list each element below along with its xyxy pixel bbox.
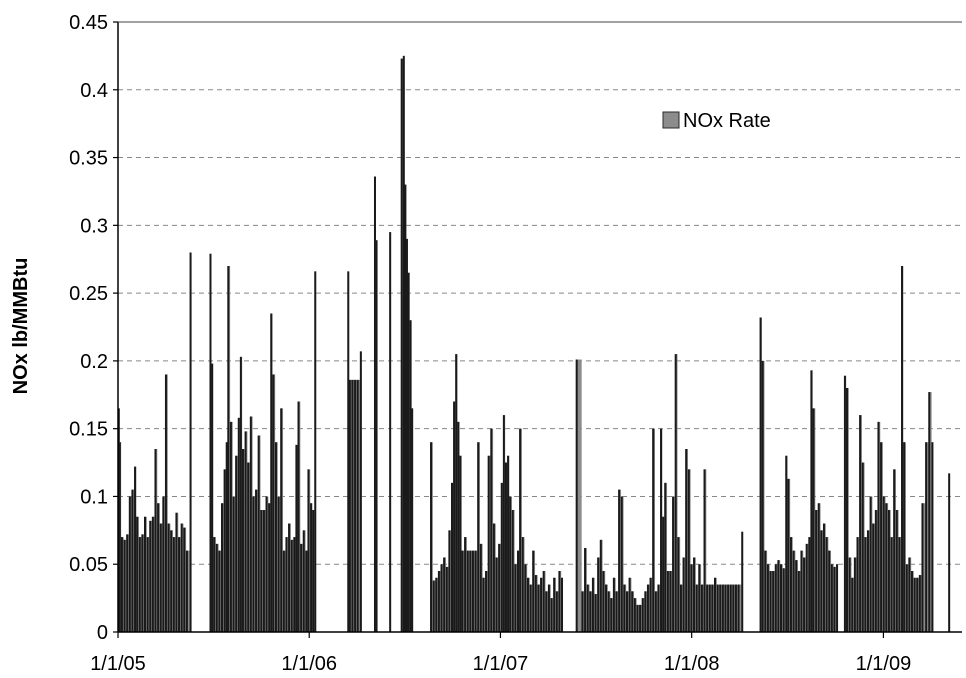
x-tick-label: 1/1/06 (281, 653, 337, 675)
legend-label: NOx Rate (683, 110, 771, 132)
x-tick-label: 1/1/09 (856, 653, 912, 675)
x-tick-label: 1/1/05 (90, 653, 146, 675)
y-axis-title: NOx lb/MMBtu (10, 258, 32, 395)
bar (575, 359, 582, 632)
y-tick-label: 0.3 (80, 215, 108, 237)
bar (186, 550, 190, 632)
legend: NOx Rate (662, 110, 771, 132)
y-tick-label: 0.15 (69, 419, 108, 441)
axes (117, 21, 962, 633)
y-tick-label: 0.1 (80, 486, 108, 508)
y-tick-label: 0.45 (69, 12, 108, 34)
x-tick-label: 1/1/07 (473, 653, 529, 675)
y-tick-labels: 0 0.05 0.1 0.15 0.2 0.25 0.3 0.35 0.4 0.45 (69, 12, 118, 644)
bar-series (117, 55, 951, 633)
bar (921, 503, 926, 632)
y-tick-label: 0.25 (69, 283, 108, 305)
y-tick-label: 0.2 (80, 351, 108, 373)
x-tick-label: 1/1/08 (664, 653, 720, 675)
x-tick-labels: 1/1/05 1/1/06 1/1/07 1/1/08 1/1/09 (90, 632, 911, 675)
y-tick-label: 0.4 (80, 80, 108, 102)
legend-swatch (662, 111, 680, 129)
bar (737, 584, 742, 632)
y-tick-label: 0.05 (69, 554, 108, 576)
y-tick-label: 0 (97, 622, 108, 644)
y-tick-label: 0.35 (69, 148, 108, 170)
